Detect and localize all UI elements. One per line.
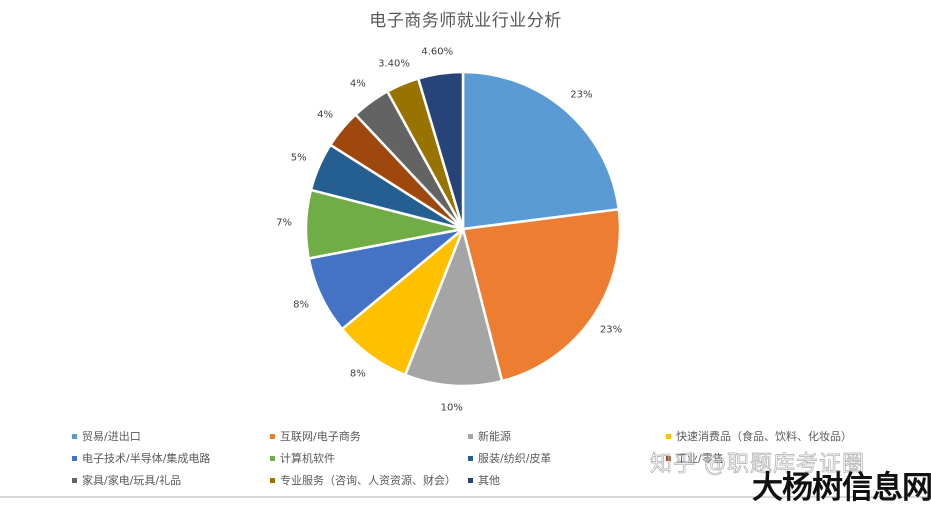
legend-item: 其他	[468, 472, 500, 488]
legend-item: 电子技术/半导体/集成电路	[72, 450, 210, 466]
legend-item: 工业/零售	[666, 450, 724, 466]
data-label: 10%	[440, 402, 463, 414]
data-label: 4.60%	[421, 46, 454, 58]
legend-item: 家具/家电/玩具/礼品	[72, 472, 181, 488]
chart-title: 电子商务师就业行业分析	[369, 11, 562, 31]
legend-swatch-icon	[270, 433, 275, 439]
data-label: 8%	[293, 299, 309, 311]
chart-legend: 贸易/进出口 互联网/电子商务 新能源 快速消费品（食品、饮料、化妆品） 电子技术/半导…	[72, 428, 912, 494]
legend-label: 快速消费品（食品、饮料、化妆品）	[676, 430, 852, 443]
site-watermark: 大杨树信息网	[752, 470, 931, 506]
pie-slice	[461, 208, 622, 383]
data-label: 4%	[317, 109, 334, 121]
data-label: 5%	[290, 152, 307, 164]
legend-label: 互联网/电子商务	[280, 430, 361, 443]
legend-label: 贸易/进出口	[82, 430, 141, 443]
legend-swatch-icon	[72, 455, 77, 461]
data-label: 4%	[349, 78, 366, 90]
legend-swatch-icon	[72, 477, 77, 483]
legend-row: 电子技术/半导体/集成电路 计算机软件 服装/纺织/皮革 工业/零售	[72, 450, 912, 472]
legend-item: 服装/纺织/皮革	[468, 450, 551, 466]
legend-swatch-icon	[72, 433, 77, 439]
pie-slice	[403, 227, 504, 388]
pie-slice	[461, 70, 621, 231]
legend-swatch-icon	[270, 477, 275, 483]
legend-row: 贸易/进出口 互联网/电子商务 新能源 快速消费品（食品、饮料、化妆品）	[72, 428, 912, 450]
legend-label: 新能源	[478, 430, 511, 443]
legend-swatch-icon	[468, 455, 473, 461]
legend-item: 互联网/电子商务	[270, 428, 361, 444]
legend-swatch-icon	[270, 455, 275, 461]
data-label: 23%	[570, 89, 593, 101]
legend-item: 快速消费品（食品、饮料、化妆品）	[666, 428, 852, 444]
data-label: 3.40%	[378, 58, 410, 70]
legend-swatch-icon	[666, 433, 671, 439]
legend-label: 其他	[478, 474, 500, 487]
legend-item: 贸易/进出口	[72, 428, 141, 444]
legend-label: 工业/零售	[676, 452, 724, 465]
legend-swatch-icon	[468, 477, 473, 483]
legend-item: 新能源	[468, 428, 511, 444]
legend-swatch-icon	[468, 433, 473, 439]
legend-label: 家具/家电/玩具/礼品	[82, 474, 182, 487]
legend-label: 计算机软件	[280, 452, 335, 465]
pie-slice	[417, 70, 465, 231]
zhihu-watermark: 知乎 @职题库考证圈	[650, 452, 865, 478]
legend-label: 服装/纺织/皮革	[478, 452, 552, 465]
data-label: 23%	[599, 324, 623, 336]
legend-item: 专业服务（咨询、人资资源、财会）	[270, 472, 456, 488]
legend-label: 电子技术/半导体/集成电路	[82, 452, 211, 465]
legend-label: 专业服务（咨询、人资资源、财会）	[280, 474, 456, 487]
data-label: 7%	[276, 217, 293, 229]
legend-row: 家具/家电/玩具/礼品 专业服务（咨询、人资资源、财会） 其他	[72, 472, 912, 494]
legend-swatch-icon	[666, 455, 671, 461]
data-label: 8%	[349, 368, 366, 380]
legend-item: 计算机软件	[270, 450, 335, 466]
